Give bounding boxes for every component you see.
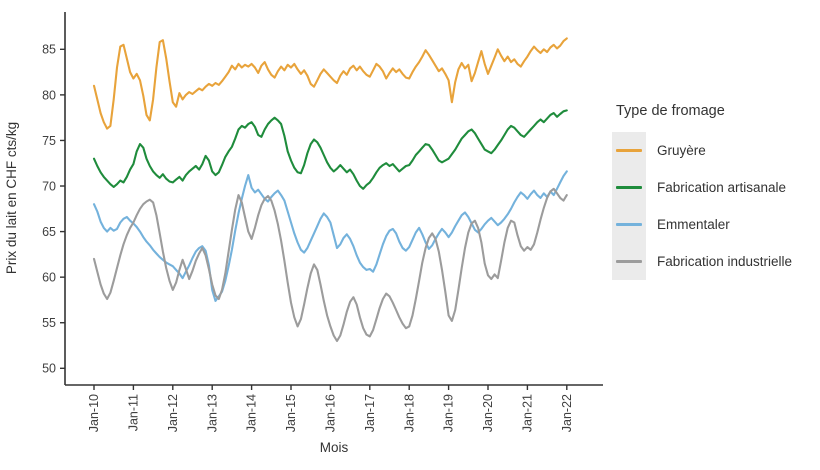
series-line-gruyere	[92, 37, 568, 130]
legend-title: Type de fromage	[616, 103, 725, 119]
legend: Type de fromage Gruyère Fabrication arti…	[612, 103, 817, 280]
x-tick-label: Jan-10	[87, 394, 101, 432]
x-tick-label: Jan-17	[363, 394, 377, 432]
legend-key	[612, 132, 646, 169]
series-line-emmentaler	[92, 170, 568, 302]
series-line-fabrication-industrielle	[92, 187, 568, 343]
legend-key	[612, 169, 646, 206]
series-line-fabrication-artisanale	[92, 109, 568, 190]
x-tick-label: Jan-13	[205, 394, 219, 432]
legend-label-emmentaler: Emmentaler	[657, 217, 730, 232]
y-tick-label: 65	[42, 225, 56, 239]
x-tick-label: Jan-16	[324, 394, 338, 432]
legend-line-swatch-emmentaler	[616, 223, 642, 226]
y-tick-label: 55	[42, 316, 56, 330]
y-tick-label: 60	[42, 271, 56, 285]
y-axis-title: Prix du lait en CHF cts/kg	[4, 122, 19, 274]
legend-item-fabrication-artisanale: Fabrication artisanale	[612, 169, 817, 206]
x-tick-label: Jan-22	[560, 394, 574, 432]
y-tick-label: 50	[42, 362, 56, 376]
y-tick-label: 80	[42, 88, 56, 102]
x-tick-label: Jan-14	[245, 394, 259, 432]
legend-line-swatch-fabrication-artisanale	[616, 186, 642, 189]
legend-item-gruyere: Gruyère	[612, 132, 817, 169]
x-tick-label: Jan-12	[166, 394, 180, 432]
legend-key	[612, 206, 646, 243]
x-tick-label: Jan-11	[127, 394, 141, 431]
legend-item-fabrication-industrielle: Fabrication industrielle	[612, 243, 817, 280]
x-tick-label: Jan-19	[442, 394, 456, 432]
x-axis-title: Mois	[320, 440, 349, 455]
legend-item-emmentaler: Emmentaler	[612, 206, 817, 243]
legend-items: Gruyère Fabrication artisanale Emmentale…	[612, 132, 817, 280]
legend-key	[612, 243, 646, 280]
legend-label-fabrication-artisanale: Fabrication artisanale	[657, 180, 787, 195]
legend-line-swatch-gruyere	[616, 149, 642, 152]
legend-label-fabrication-industrielle: Fabrication industrielle	[657, 254, 793, 269]
y-tick-label: 75	[42, 134, 56, 148]
x-tick-label: Jan-18	[402, 394, 416, 432]
y-tick-label: 85	[42, 43, 56, 57]
legend-label-gruyere: Gruyère	[657, 143, 706, 158]
y-tick-label: 70	[42, 179, 56, 193]
legend-line-swatch-fabrication-industrielle	[616, 260, 642, 263]
x-tick-label: Jan-21	[521, 394, 535, 432]
x-tick-label: Jan-20	[481, 394, 495, 432]
x-tick-label: Jan-15	[284, 394, 298, 432]
